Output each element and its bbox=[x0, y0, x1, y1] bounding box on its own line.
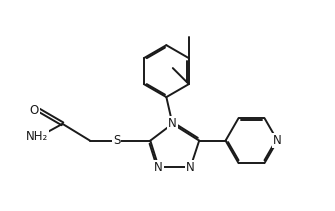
Text: NH₂: NH₂ bbox=[26, 130, 48, 143]
Text: N: N bbox=[273, 134, 282, 147]
Text: O: O bbox=[29, 104, 39, 117]
Text: N: N bbox=[168, 117, 177, 130]
Text: S: S bbox=[113, 134, 120, 147]
Text: N: N bbox=[154, 161, 163, 174]
Text: N: N bbox=[186, 161, 195, 174]
